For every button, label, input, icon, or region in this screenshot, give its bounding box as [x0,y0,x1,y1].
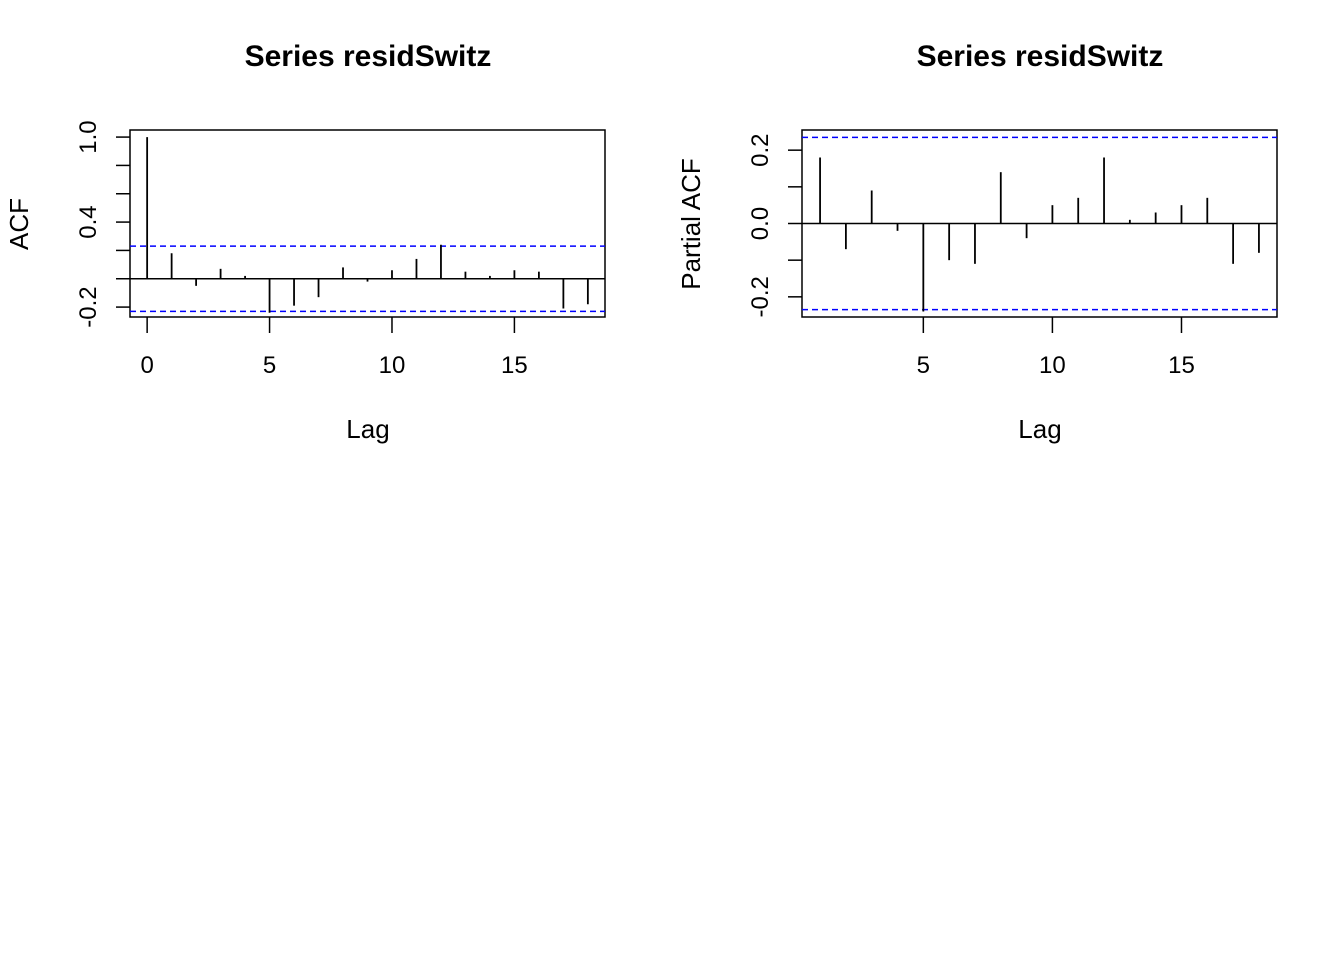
acf-panel: Series residSwitz Lag ACF -0.2 0.4 1.0 0 5 10… [4,40,606,444]
acf-x-axis-label: Lag [346,414,389,444]
acf-y-axis-label: ACF [4,198,34,250]
pacf-y-tick-label: 0.0 [747,207,774,240]
acf-x-tick-label: 5 [263,352,276,379]
pacf-x-tick-label: 15 [1168,352,1195,379]
pacf-y-tick-label: -0.2 [747,276,774,317]
acf-plot-frame [129,129,606,318]
pacf-x-tick-label: 10 [1039,352,1066,379]
pacf-x-axis-label: Lag [1018,414,1061,444]
pacf-title: Series residSwitz [917,40,1164,73]
acf-y-tick-label: 0.4 [75,205,102,238]
acf-y-tick-label: -0.2 [75,286,102,327]
acf-plot-area: -0.2 0.4 1.0 0 5 10 15 [75,120,606,379]
pacf-x-tick-label: 5 [917,352,930,379]
acf-x-tick-label: 0 [140,352,153,379]
pacf-plot-area: -0.2 0.0 0.2 5 10 15 [747,129,1278,379]
acf-y-tick-label: 1.0 [75,120,102,153]
acf-title: Series residSwitz [245,40,492,73]
pacf-y-tick-label: 0.2 [747,133,774,166]
pacf-panel: Series residSwitz Lag Partial ACF -0.2 0.… [676,40,1278,444]
acf-x-tick-label: 10 [379,352,406,379]
pacf-y-axis-label: Partial ACF [676,158,706,290]
acf-x-tick-label: 15 [501,352,528,379]
